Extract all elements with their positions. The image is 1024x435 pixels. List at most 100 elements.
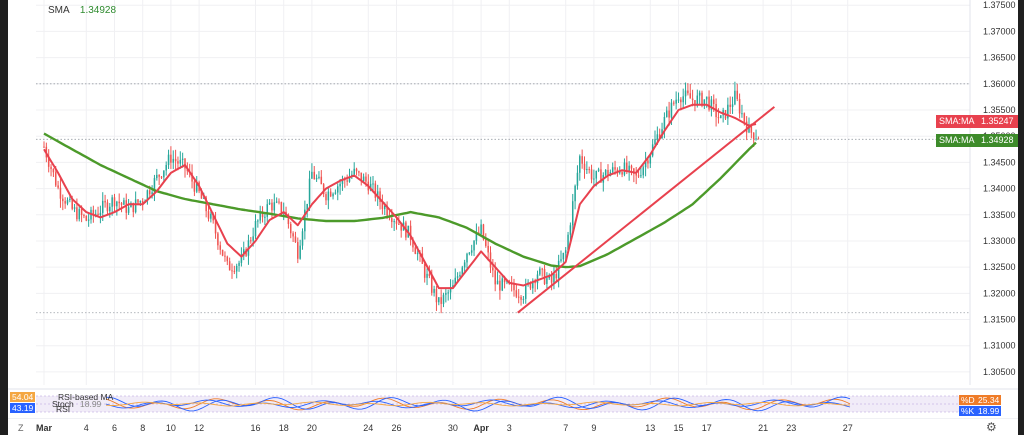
candle-body (698, 92, 701, 96)
candle-body (160, 176, 163, 178)
candle-body (675, 99, 677, 104)
gear-icon[interactable]: ⚙ (986, 420, 997, 434)
candle-body (640, 175, 642, 177)
candle-body (101, 200, 104, 213)
fast-ma-tag-value-text: 1.35247 (981, 116, 1014, 126)
candle-body (329, 191, 332, 197)
candle-body (463, 262, 466, 268)
candle-body (712, 99, 715, 105)
candle-body (341, 179, 344, 184)
candle-body (449, 287, 452, 293)
candle-body (311, 171, 313, 179)
trendline-segment (517, 106, 776, 314)
candle-body (738, 99, 741, 114)
candle-body (456, 276, 459, 278)
candle-body (207, 211, 210, 219)
candle-body (252, 236, 254, 241)
candle-body (327, 191, 330, 201)
candle-body (445, 292, 447, 295)
candle-body (583, 163, 586, 171)
candle-body (304, 209, 306, 232)
x-tick-label: 17 (702, 423, 712, 433)
candle-body (372, 183, 374, 185)
candle-body (621, 172, 623, 175)
x-tick-label: 26 (391, 423, 401, 433)
candle-body (626, 162, 628, 172)
candle-body (736, 90, 739, 100)
candle-body (318, 176, 320, 178)
candle-body (238, 262, 240, 266)
candle-body (151, 192, 153, 195)
candle-body (501, 278, 504, 291)
candle-body (85, 216, 88, 221)
rsi-ma-value: 54.04 (10, 392, 36, 402)
candle-body (607, 169, 609, 176)
candle-body (442, 294, 445, 304)
candle-body (684, 90, 687, 97)
candle-body (400, 224, 402, 231)
x-tick-label: Mar (36, 423, 53, 433)
candle-body (80, 209, 83, 215)
candle-body (104, 200, 106, 203)
candle-body (647, 160, 649, 164)
candle-body (748, 124, 750, 133)
fast-ma-tag-label: SMA:MA (936, 115, 978, 128)
candle-body (485, 239, 487, 246)
candle-body (268, 202, 271, 205)
candle-body (687, 90, 689, 94)
chart-panel[interactable]: 1.375001.370001.365001.360001.355001.350… (8, 0, 1018, 435)
k-value: 18.99 (976, 406, 1002, 416)
candle-body (315, 177, 318, 180)
candle-body (480, 224, 482, 234)
candle-body (541, 268, 543, 270)
y-axis-bg (970, 0, 1018, 385)
candle-body (393, 221, 395, 223)
slow-ma-tag-label-text: SMA:MA (939, 135, 975, 145)
candle-body (278, 201, 280, 203)
candle-body (203, 197, 205, 199)
candle-body (355, 168, 358, 172)
candle-body (73, 207, 76, 209)
y-tick-label: 1.32500 (983, 262, 1016, 272)
candle-body (633, 168, 635, 174)
candle-body (682, 96, 684, 103)
rsi-value: 43.19 (10, 403, 36, 413)
candle-body (590, 169, 593, 180)
candle-body (181, 158, 184, 160)
candle-body (734, 90, 736, 105)
y-tick-label: 1.33000 (983, 236, 1016, 246)
candle-body (69, 198, 71, 201)
candle-body (250, 240, 252, 242)
candle-body (423, 263, 426, 278)
candle-body (623, 162, 626, 175)
candle-body (576, 172, 579, 186)
candle-body (543, 268, 546, 284)
candle-body (745, 121, 748, 133)
candle-body (292, 233, 294, 237)
candle-body (148, 190, 151, 195)
candle-body (50, 166, 52, 169)
candle-body (677, 99, 680, 101)
stoch-label: Stoch (52, 399, 74, 409)
k-label: %K (959, 406, 977, 416)
candle-body (473, 240, 475, 251)
candle-body (499, 280, 501, 291)
candle-body (454, 277, 457, 286)
slow-ma-tag-label: SMA:MA (936, 134, 978, 147)
candle-body (428, 273, 431, 276)
candle-body (266, 204, 269, 217)
candle-body (97, 213, 99, 216)
candle-body (731, 104, 734, 107)
candle-body (179, 159, 182, 164)
candle-body (113, 197, 116, 207)
candle-body (409, 225, 412, 240)
candle-body (99, 212, 102, 216)
y-tick-label: 1.31000 (983, 341, 1016, 351)
candle-body (165, 165, 167, 171)
timezone-button[interactable]: Z (18, 423, 24, 433)
y-tick-label: 1.37000 (983, 26, 1016, 36)
price-chart[interactable]: 1.375001.370001.365001.360001.355001.350… (8, 0, 1018, 435)
sma-legend-value: 1.34928 (79, 5, 117, 16)
candle-body (750, 124, 753, 133)
candle-body (604, 169, 607, 176)
